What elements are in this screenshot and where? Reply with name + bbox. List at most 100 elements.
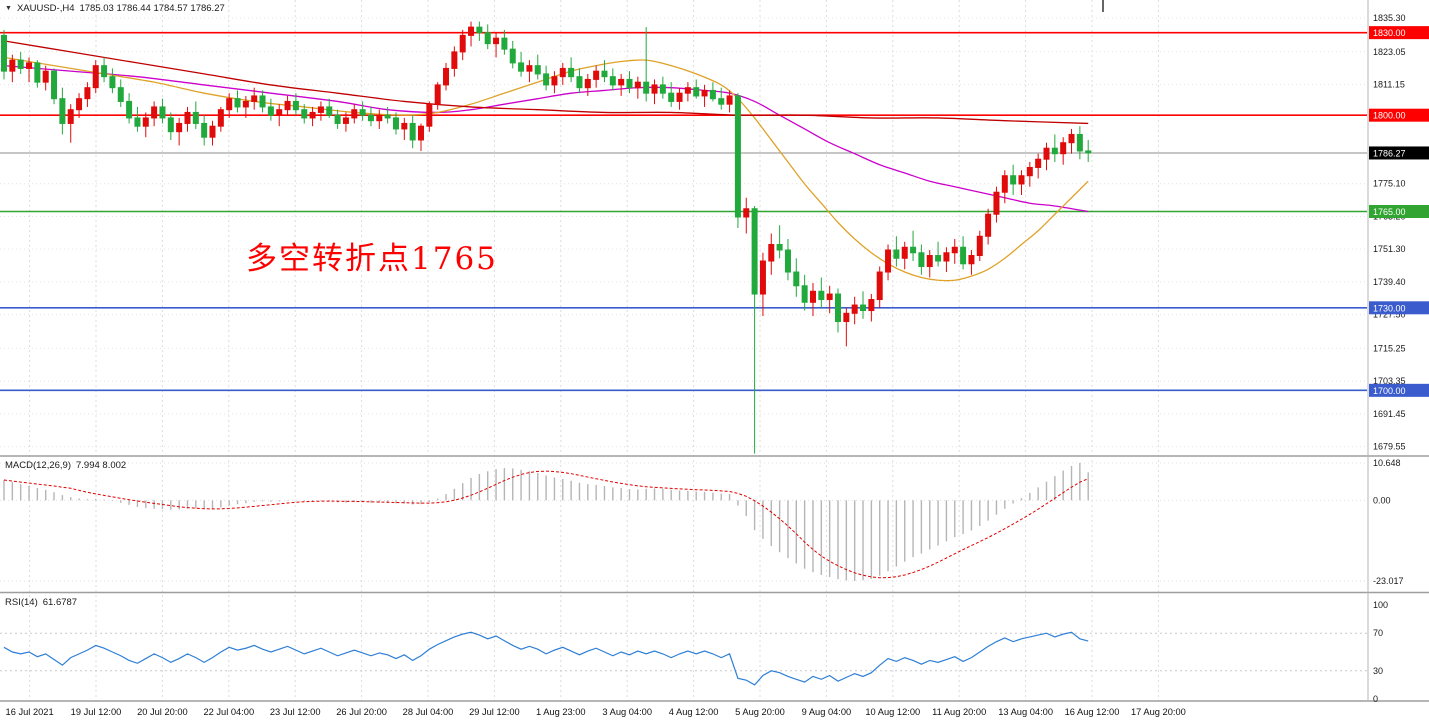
time-label: 26 Jul 20:00 xyxy=(336,707,387,717)
candle xyxy=(226,98,233,111)
macd-label: MACD(12,26,9) xyxy=(5,460,71,471)
horizontal-level-lines xyxy=(0,31,1367,392)
time-label: 22 Jul 04:00 xyxy=(203,707,254,717)
price-badge-1765.00-label: 1765.00 xyxy=(1373,207,1406,217)
time-label: 9 Aug 04:00 xyxy=(802,707,852,717)
candle xyxy=(84,87,91,100)
rsi-tick: 30 xyxy=(1373,666,1383,676)
main-chart-pane[interactable] xyxy=(0,0,1367,455)
candle xyxy=(659,84,666,94)
candle xyxy=(634,81,641,89)
candle xyxy=(401,122,408,130)
price-badge-1800.00 xyxy=(1369,108,1429,122)
candle xyxy=(1026,166,1033,177)
time-label: 13 Aug 04:00 xyxy=(998,707,1053,717)
candle xyxy=(1060,142,1067,155)
candle xyxy=(259,95,266,108)
candle xyxy=(584,78,591,89)
time-label: 5 Aug 20:00 xyxy=(735,707,785,717)
candle xyxy=(968,255,975,265)
candle xyxy=(626,78,633,89)
candle xyxy=(668,92,675,102)
candle xyxy=(334,114,341,124)
candle xyxy=(109,76,116,89)
candle xyxy=(526,65,533,72)
candle xyxy=(784,249,791,273)
time-label: 23 Jul 12:00 xyxy=(270,707,321,717)
candle xyxy=(367,114,374,122)
candle xyxy=(1068,133,1075,144)
candle xyxy=(743,208,750,218)
candle xyxy=(809,290,816,303)
price-axis[interactable] xyxy=(1369,0,1429,701)
candle xyxy=(768,244,775,262)
candle xyxy=(242,100,249,108)
price-badge-1800.00-label: 1800.00 xyxy=(1373,111,1406,121)
candle xyxy=(559,67,566,78)
candle xyxy=(426,103,433,127)
macd-header: MACD(12,26,9) 7.994 8.002 xyxy=(5,460,126,471)
candle xyxy=(885,249,892,273)
time-label: 20 Jul 20:00 xyxy=(137,707,188,717)
rsi-tick: 0 xyxy=(1373,694,1378,704)
candle xyxy=(92,65,99,89)
price-tick: 1823.05 xyxy=(1373,47,1406,57)
candle xyxy=(943,252,950,262)
price-tick: 1727.50 xyxy=(1373,310,1406,320)
candle xyxy=(451,51,458,69)
candle xyxy=(384,114,391,119)
candle xyxy=(1043,147,1050,160)
macd-pane[interactable] xyxy=(0,457,1367,592)
candle xyxy=(134,117,141,127)
price-badge-1700.00 xyxy=(1369,383,1429,397)
candle xyxy=(76,98,83,111)
price-tick: 1751.30 xyxy=(1373,244,1406,254)
candle xyxy=(609,76,616,86)
candle xyxy=(376,114,383,122)
candle xyxy=(1076,133,1083,152)
candle xyxy=(459,34,466,53)
candle xyxy=(484,32,491,45)
candle xyxy=(843,312,850,323)
candle xyxy=(576,76,583,89)
rsi-label: RSI(14) xyxy=(5,597,38,608)
candle xyxy=(267,106,274,116)
candle xyxy=(801,285,808,303)
price-tick: 1715.25 xyxy=(1373,343,1406,353)
time-axis[interactable] xyxy=(0,702,1429,724)
rsi-header: RSI(14) 61.6787 xyxy=(5,597,77,608)
price-tick: 1691.45 xyxy=(1373,409,1406,419)
candle xyxy=(1,34,7,72)
candle xyxy=(726,95,733,105)
candle xyxy=(876,271,883,301)
chart-menu-icon[interactable]: ▼ xyxy=(5,5,12,12)
candle xyxy=(910,246,917,254)
candle xyxy=(167,117,174,133)
time-label: 29 Jul 12:00 xyxy=(469,707,520,717)
candle xyxy=(534,65,541,75)
candle xyxy=(543,73,550,86)
current-price-badge xyxy=(1369,146,1429,160)
candle xyxy=(184,111,191,124)
candle xyxy=(1001,175,1008,193)
candle xyxy=(26,62,33,69)
candle xyxy=(468,26,475,36)
rsi-pane[interactable] xyxy=(0,594,1367,701)
candle xyxy=(67,109,74,124)
candle xyxy=(476,26,483,34)
price-badge-1700.00-label: 1700.00 xyxy=(1373,386,1406,396)
time-label: 19 Jul 12:00 xyxy=(71,707,122,717)
candle xyxy=(601,70,608,78)
time-label: 16 Jul 2021 xyxy=(6,707,54,717)
candle xyxy=(351,109,358,119)
candle xyxy=(443,67,450,86)
candle xyxy=(734,95,741,218)
candle xyxy=(217,109,224,127)
candle xyxy=(901,246,908,259)
candle xyxy=(976,235,983,257)
candle xyxy=(960,246,967,265)
candle xyxy=(9,59,16,72)
rsi-tick: 100 xyxy=(1373,600,1388,610)
candle xyxy=(392,117,399,130)
